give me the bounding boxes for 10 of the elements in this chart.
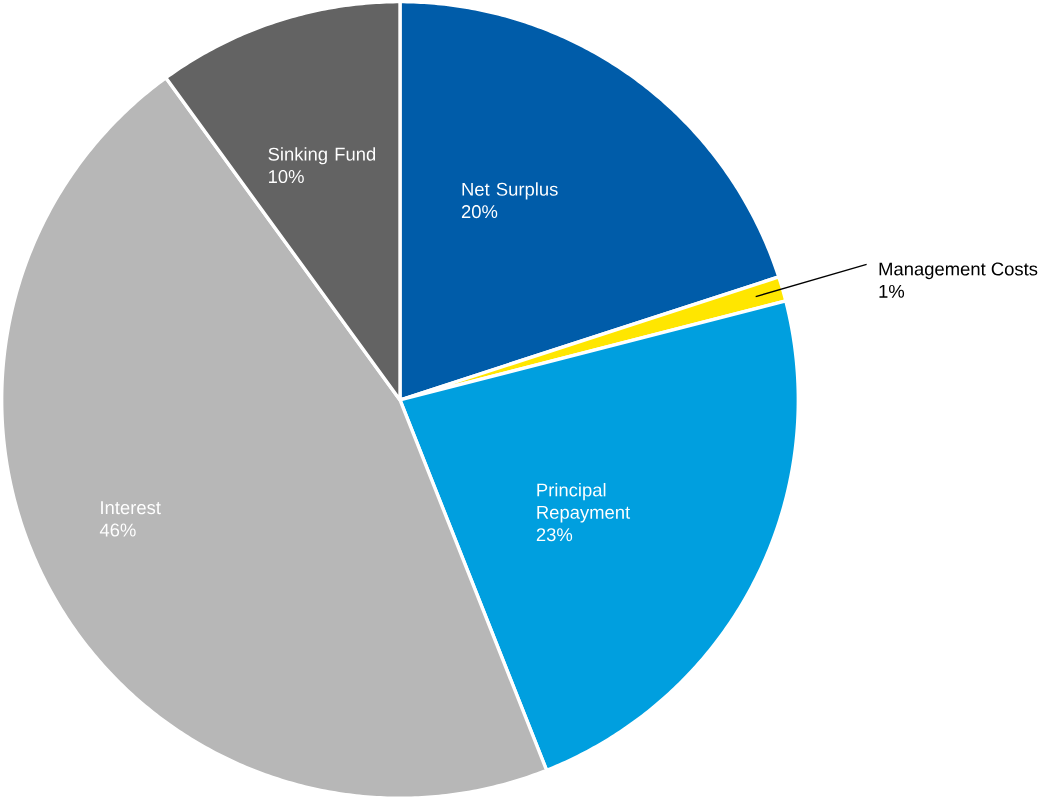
data-label: 46% [99,523,136,537]
slice-label: Interest [101,501,161,515]
data-label: 23% [536,528,573,542]
data-label: 20% [461,205,498,219]
slice-label: Net Surplus [462,182,558,200]
data-label: 10% [268,170,304,184]
slice-label: Management Costs [879,262,1038,280]
slice-label: Principal Repayment [537,482,631,523]
slice-label: Sinking Fund [268,147,376,165]
data-label: 1% [879,284,905,298]
